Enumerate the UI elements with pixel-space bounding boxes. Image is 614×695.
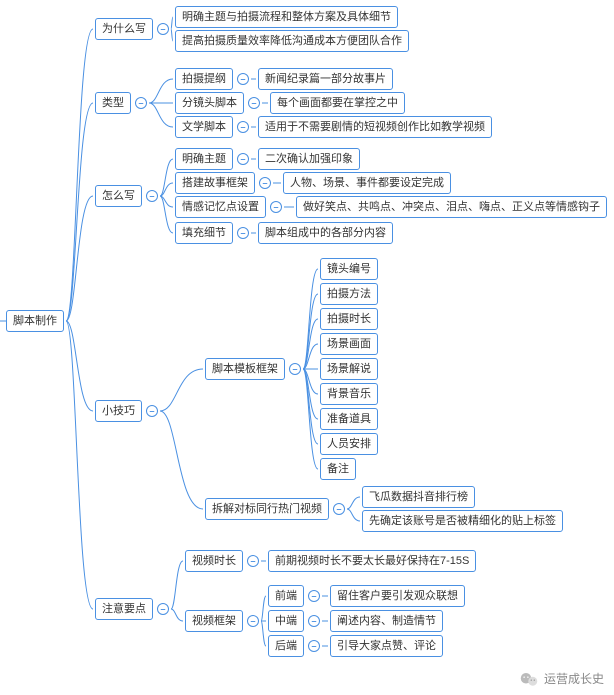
node-dis1[interactable]: 飞瓜数据抖音排行榜 — [362, 486, 475, 508]
node-how4[interactable]: 填充细节 — [175, 222, 233, 244]
node-vf1[interactable]: 前端 — [268, 585, 304, 607]
toggle-how1[interactable]: – — [237, 153, 249, 165]
node-vf1d[interactable]: 留住客户要引发观众联想 — [330, 585, 465, 607]
node-tpl1[interactable]: 镜头编号 — [320, 258, 378, 280]
node-how4d[interactable]: 脚本组成中的各部分内容 — [258, 222, 393, 244]
toggle-how2[interactable]: – — [259, 177, 271, 189]
footer-label: 运营成长史 — [544, 670, 604, 687]
node-how2d[interactable]: 人物、场景、事件都要设定完成 — [283, 172, 451, 194]
toggle-vf3[interactable]: – — [308, 640, 320, 652]
toggle-how[interactable]: – — [146, 190, 158, 202]
node-tpl8[interactable]: 人员安排 — [320, 433, 378, 455]
node-root[interactable]: 脚本制作 — [6, 310, 64, 332]
node-tpl[interactable]: 脚本模板框架 — [205, 358, 285, 380]
node-why1[interactable]: 明确主题与拍摄流程和整体方案及具体细节 — [175, 6, 398, 28]
node-vf3d[interactable]: 引导大家点赞、评论 — [330, 635, 443, 657]
node-why[interactable]: 为什么写 — [95, 18, 153, 40]
toggle-type[interactable]: – — [135, 97, 147, 109]
toggle-vlen[interactable]: – — [247, 555, 259, 567]
node-vlend[interactable]: 前期视频时长不要太长最好保持在7-15S — [268, 550, 476, 572]
toggle-vf1[interactable]: – — [308, 590, 320, 602]
node-type[interactable]: 类型 — [95, 92, 131, 114]
node-type2d[interactable]: 每个画面都要在掌控之中 — [270, 92, 405, 114]
node-tpl6[interactable]: 背景音乐 — [320, 383, 378, 405]
toggle-type2[interactable]: – — [248, 97, 260, 109]
toggle-type3[interactable]: – — [237, 121, 249, 133]
node-how1[interactable]: 明确主题 — [175, 148, 233, 170]
toggle-note[interactable]: – — [157, 603, 169, 615]
node-type3[interactable]: 文学脚本 — [175, 116, 233, 138]
toggle-dis[interactable]: – — [333, 503, 345, 515]
toggle-vf2[interactable]: – — [308, 615, 320, 627]
node-how3d[interactable]: 做好笑点、共鸣点、冲突点、泪点、嗨点、正义点等情感钩子 — [296, 196, 607, 218]
node-tpl7[interactable]: 准备道具 — [320, 408, 378, 430]
node-why2[interactable]: 提高拍摄质量效率降低沟通成本方便团队合作 — [175, 30, 409, 52]
node-type1[interactable]: 拍摄提纲 — [175, 68, 233, 90]
node-type1d[interactable]: 新闻纪录篇一部分故事片 — [258, 68, 393, 90]
node-vf3[interactable]: 后端 — [268, 635, 304, 657]
toggle-vfrm[interactable]: – — [247, 615, 259, 627]
node-type2[interactable]: 分镜头脚本 — [175, 92, 244, 114]
node-tpl3[interactable]: 拍摄时长 — [320, 308, 378, 330]
node-tpl9[interactable]: 备注 — [320, 458, 356, 480]
node-vf2[interactable]: 中端 — [268, 610, 304, 632]
toggle-tips[interactable]: – — [146, 405, 158, 417]
node-vlen[interactable]: 视频时长 — [185, 550, 243, 572]
toggle-why[interactable]: – — [157, 23, 169, 35]
node-vf2d[interactable]: 阐述内容、制造情节 — [330, 610, 443, 632]
node-how2[interactable]: 搭建故事框架 — [175, 172, 255, 194]
node-tpl2[interactable]: 拍摄方法 — [320, 283, 378, 305]
node-vfrm[interactable]: 视频框架 — [185, 610, 243, 632]
toggle-type1[interactable]: – — [237, 73, 249, 85]
wechat-icon — [520, 671, 538, 687]
toggle-how3[interactable]: – — [270, 201, 282, 213]
node-type3d[interactable]: 适用于不需要剧情的短视频创作比如教学视频 — [258, 116, 492, 138]
toggle-how4[interactable]: – — [237, 227, 249, 239]
footer: 运营成长史 — [520, 670, 604, 687]
toggle-tpl[interactable]: – — [289, 363, 301, 375]
node-how1d[interactable]: 二次确认加强印象 — [258, 148, 360, 170]
node-tpl4[interactable]: 场景画面 — [320, 333, 378, 355]
node-dis2[interactable]: 先确定该账号是否被精细化的贴上标签 — [362, 510, 563, 532]
node-note[interactable]: 注意要点 — [95, 598, 153, 620]
node-tpl5[interactable]: 场景解说 — [320, 358, 378, 380]
node-how[interactable]: 怎么写 — [95, 185, 142, 207]
node-dis[interactable]: 拆解对标同行热门视频 — [205, 498, 329, 520]
node-how3[interactable]: 情感记忆点设置 — [175, 196, 266, 218]
mindmap-canvas: 脚本制作 为什么写明确主题与拍摄流程和整体方案及具体细节提高拍摄质量效率降低沟通成… — [0, 0, 614, 695]
node-tips[interactable]: 小技巧 — [95, 400, 142, 422]
